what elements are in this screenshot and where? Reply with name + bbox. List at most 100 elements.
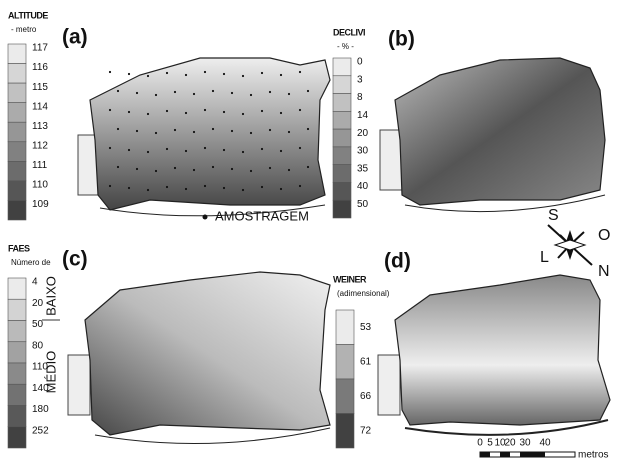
figure: S O N L metros 0510203040 (a)ALTITUDE- m… — [0, 0, 621, 460]
legend-label: 112 — [32, 140, 48, 151]
sample-dot — [299, 109, 301, 111]
map-d — [378, 275, 610, 435]
sample-dot — [185, 188, 187, 190]
map-c — [68, 272, 330, 444]
sample-dot — [136, 168, 138, 170]
sample-dot — [212, 166, 214, 168]
legend-label: 66 — [360, 391, 372, 402]
sample-dot — [212, 128, 214, 130]
sample-dot — [307, 166, 309, 168]
legend-label: 115 — [32, 82, 48, 93]
sample-dot — [231, 130, 233, 132]
sample-dot — [128, 111, 130, 113]
legend-label: 61 — [360, 356, 372, 367]
sample-dot — [261, 186, 263, 188]
sample-dot — [250, 132, 252, 134]
panel-label: (d) — [384, 250, 411, 273]
legend-swatch — [333, 200, 351, 218]
sample-dot — [299, 71, 301, 73]
scale-unit: metros — [578, 450, 609, 460]
sample-dot — [185, 112, 187, 114]
legend-unit: - % - — [337, 42, 354, 51]
legend-swatch — [333, 147, 351, 165]
sample-dot — [299, 147, 301, 149]
legend-swatch — [8, 181, 26, 201]
legend-label: 3 — [357, 74, 363, 85]
sample-dot — [223, 73, 225, 75]
sample-dot — [299, 185, 301, 187]
legend-swatch — [8, 44, 26, 64]
legend-swatch — [8, 406, 26, 427]
sample-dot — [288, 131, 290, 133]
legend-label: 50 — [357, 199, 369, 210]
sample-dot — [193, 93, 195, 95]
legend-label: 111 — [32, 160, 48, 171]
sample-dot — [193, 131, 195, 133]
panel-label: (a) — [62, 26, 88, 49]
legend-label: 50 — [32, 319, 44, 330]
legend-swatch — [8, 299, 26, 320]
legend-label: 30 — [357, 146, 369, 157]
map-a — [78, 58, 330, 216]
sample-dot — [307, 128, 309, 130]
legend-swatch — [8, 142, 26, 162]
legend-label: 8 — [357, 92, 363, 103]
sample-dot — [204, 71, 206, 73]
sample-dot — [280, 150, 282, 152]
compass-o: O — [598, 227, 610, 244]
sample-dot — [223, 187, 225, 189]
sample-dot — [174, 167, 176, 169]
scale-tick: 5 — [487, 438, 493, 449]
sample-dot — [223, 149, 225, 151]
legend-label: 14 — [357, 110, 369, 121]
sample-dot — [109, 71, 111, 73]
sample-dot — [242, 75, 244, 77]
panel-label: (c) — [62, 248, 88, 271]
sample-dot — [261, 148, 263, 150]
sample-dot — [147, 189, 149, 191]
legend-label: 40 — [357, 181, 369, 192]
sample-dot — [128, 73, 130, 75]
legend-label: 4 — [32, 277, 38, 288]
panel-label: (b) — [388, 28, 415, 51]
scale-tick: 20 — [504, 438, 516, 449]
legend-swatch — [8, 64, 26, 84]
legend-label: 20 — [357, 128, 369, 139]
sample-dot — [166, 110, 168, 112]
legend-swatch — [8, 384, 26, 405]
legend-title: FAES — [8, 243, 30, 253]
legend-label: 109 — [32, 199, 49, 210]
class-label: BAIXO — [43, 276, 58, 316]
sample-dot — [147, 151, 149, 153]
legend-swatch — [8, 427, 26, 448]
legend-swatch — [8, 278, 26, 299]
sample-dot — [166, 186, 168, 188]
legend-swatch — [336, 379, 354, 414]
legend-swatch — [333, 94, 351, 112]
legend-label: 113 — [32, 121, 48, 132]
sample-dot — [204, 185, 206, 187]
legend-swatch — [336, 310, 354, 345]
sample-dot — [117, 90, 119, 92]
sample-dot — [136, 92, 138, 94]
sample-dot — [242, 189, 244, 191]
legend-label: 20 — [32, 298, 44, 309]
annotation: AMOSTRAGEM — [215, 208, 309, 223]
legend-swatch — [333, 76, 351, 94]
sample-dot — [250, 94, 252, 96]
compass-s: S — [548, 207, 559, 224]
sample-dot — [166, 148, 168, 150]
sample-dot — [109, 185, 111, 187]
legend-label: 80 — [32, 340, 44, 351]
legend-label: 72 — [360, 425, 372, 436]
scale-tick: 0 — [477, 438, 483, 449]
sample-dot — [204, 109, 206, 111]
legend-unit: - metro — [11, 25, 37, 34]
legend-label: 116 — [32, 62, 48, 73]
sample-dot — [155, 170, 157, 172]
legend-label: 114 — [32, 101, 48, 112]
legend-swatch — [8, 200, 26, 220]
scale-tick: 30 — [519, 438, 531, 449]
legend-swatch — [8, 161, 26, 181]
